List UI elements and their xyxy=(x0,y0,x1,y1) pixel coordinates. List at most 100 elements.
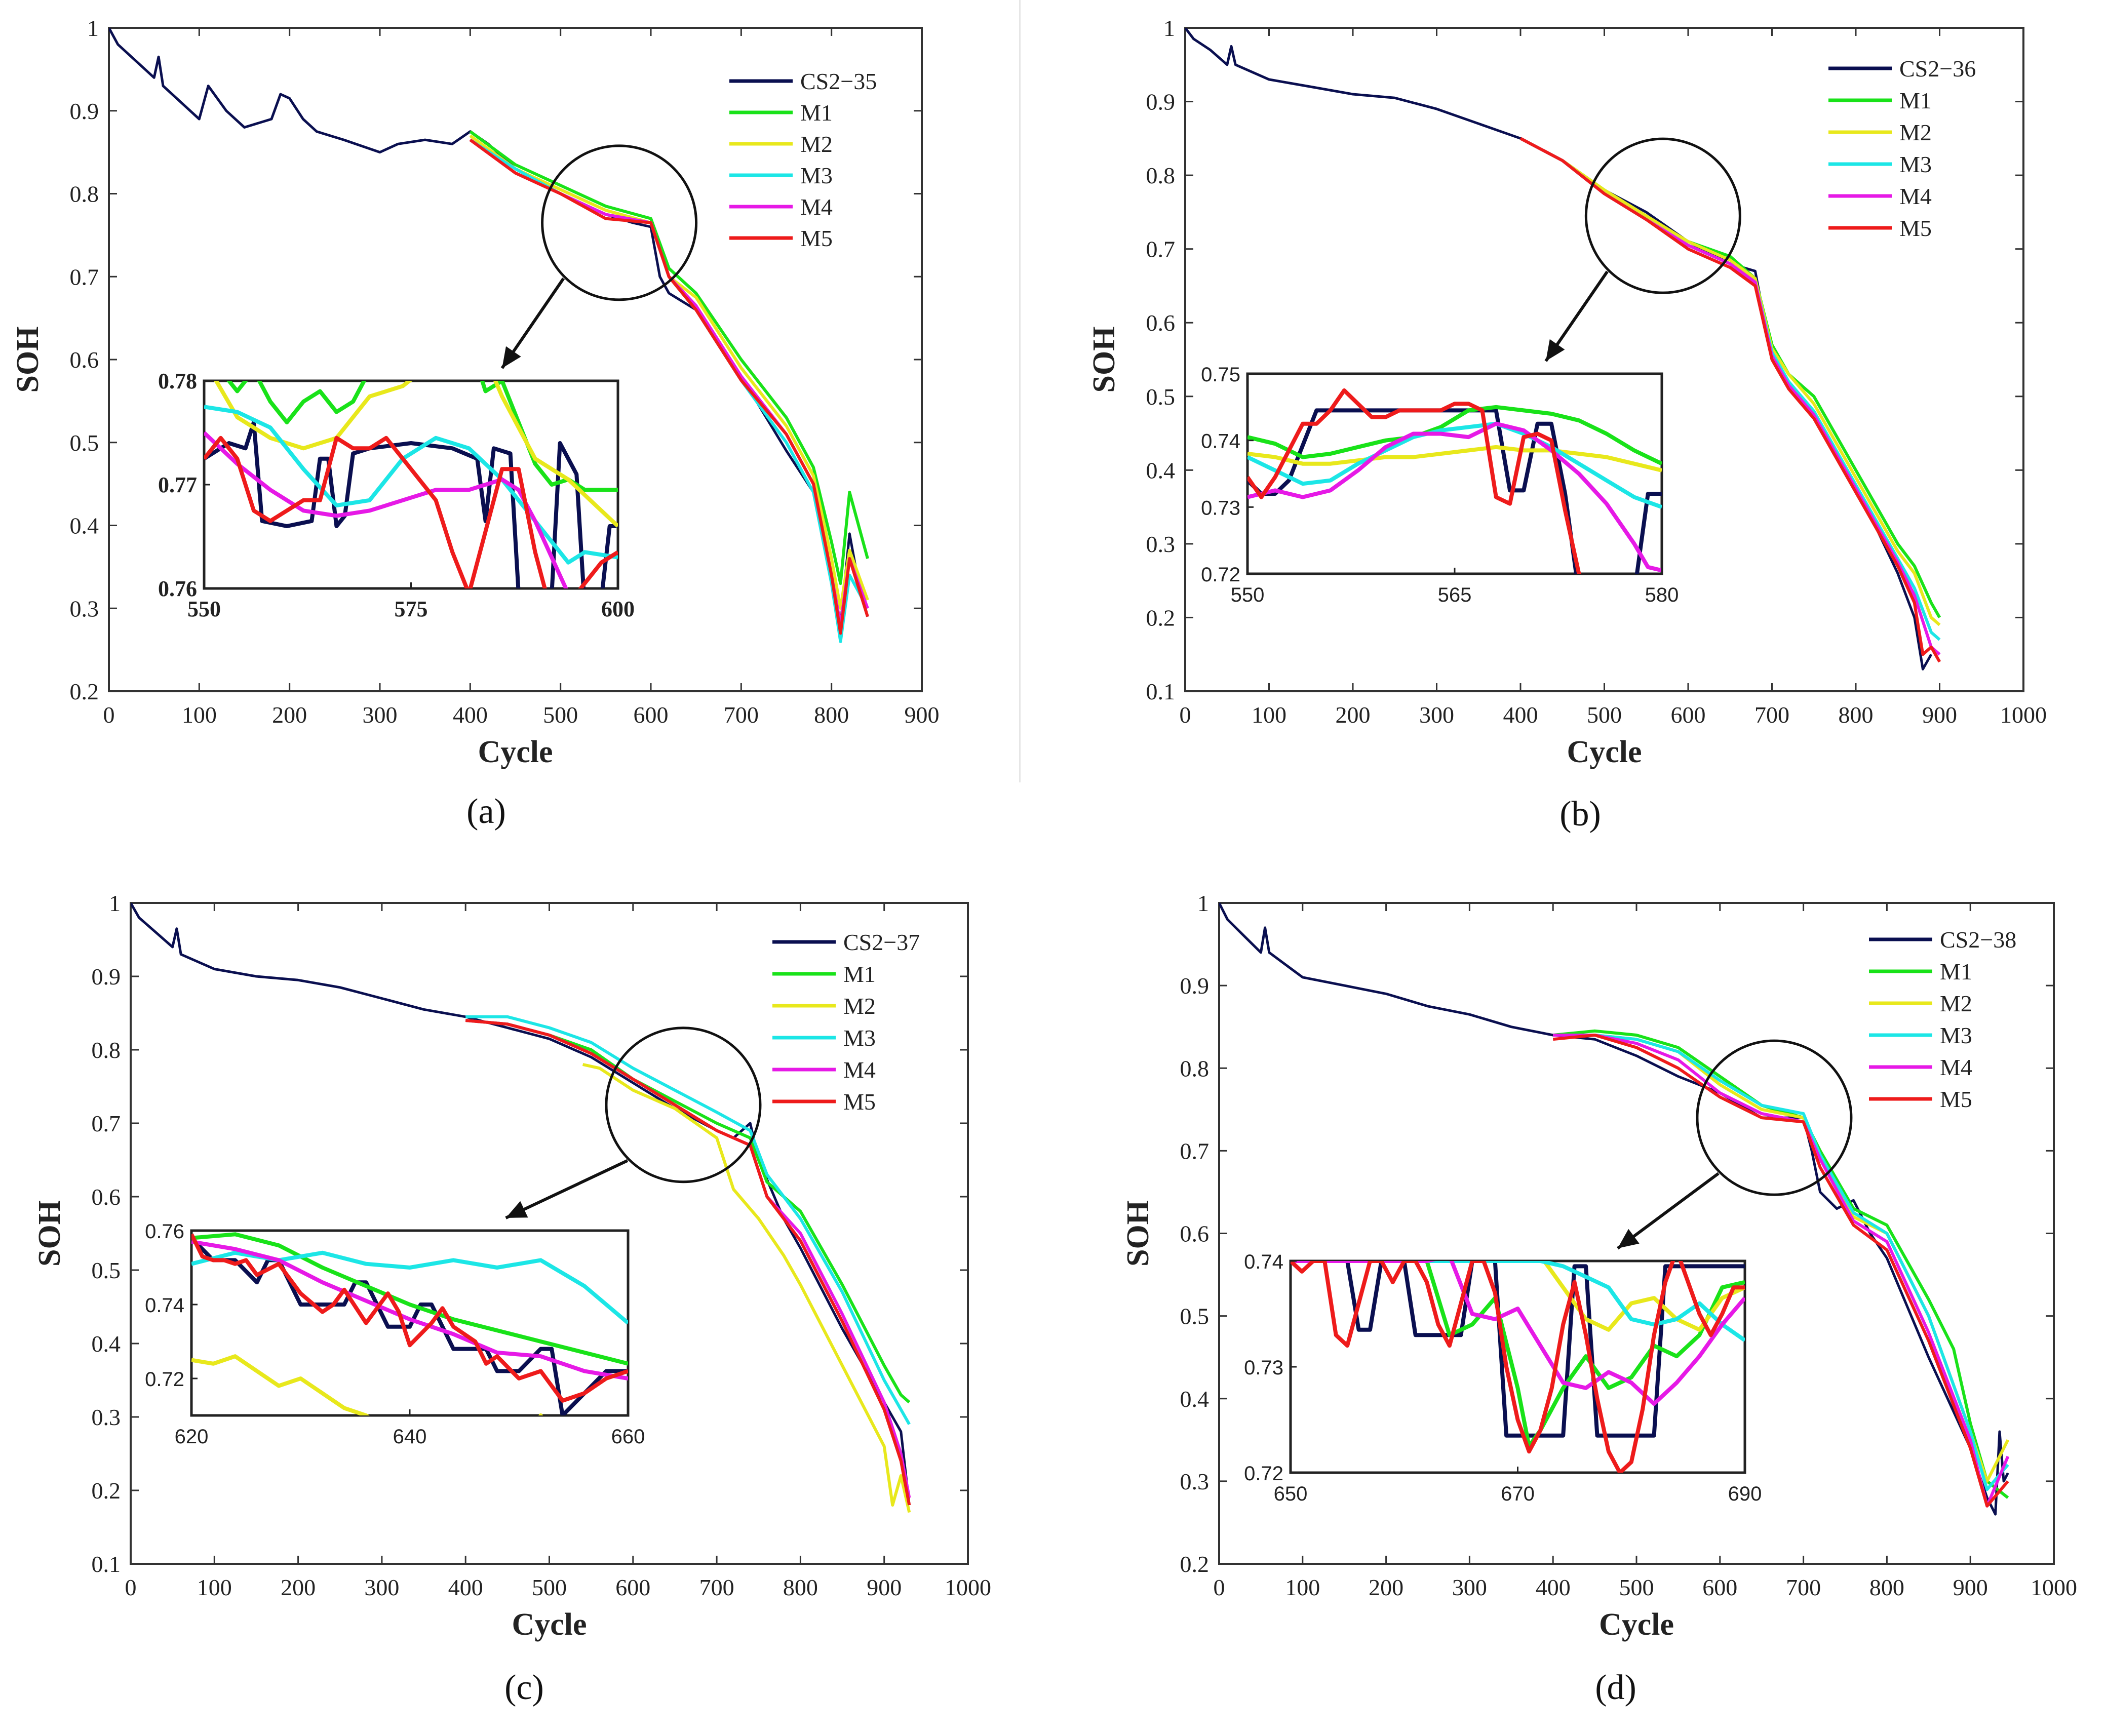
y-tick-label: 0.9 xyxy=(70,98,99,124)
x-tick-label: 1000 xyxy=(945,1574,991,1600)
x-tick-label: 100 xyxy=(182,702,217,728)
inset-x-tick-label: 550 xyxy=(1231,584,1265,606)
x-tick-label: 500 xyxy=(1587,702,1622,728)
y-tick-label: 0.2 xyxy=(1180,1551,1210,1577)
legend-label: M5 xyxy=(1899,215,1932,241)
zoom-arrow xyxy=(505,1159,629,1219)
inset-y-tick-label: 0.78 xyxy=(158,369,197,393)
chart-panel-d: 0 100 200 300 400 500 600 700 800 900 1000 0.2 0.3 0.… xyxy=(1121,890,2077,1707)
legend-label: M5 xyxy=(843,1089,876,1115)
legend-label: M3 xyxy=(800,163,833,188)
series-group xyxy=(109,28,869,643)
series-line-M1 xyxy=(469,130,869,585)
y-tick-label: 0.7 xyxy=(1180,1138,1210,1164)
inset-y-tick-label: 0.76 xyxy=(158,576,197,601)
x-tick-label: 700 xyxy=(699,1574,734,1600)
inset-x-tick-label: 575 xyxy=(395,597,428,621)
y-axis-label: SOH xyxy=(1121,1200,1155,1267)
legend-label: CS2−36 xyxy=(1899,56,1976,82)
panel-divider xyxy=(1019,0,1021,782)
x-tick-label: 0 xyxy=(103,702,115,728)
inset-line-M2 xyxy=(191,1354,543,1415)
legend-label: M2 xyxy=(800,131,833,157)
inset-series-group xyxy=(191,1232,628,1415)
x-tick-label: 500 xyxy=(1619,1574,1654,1600)
y-tick-label: 1 xyxy=(1163,15,1175,41)
y-tick-label: 0.3 xyxy=(92,1404,121,1430)
chart-panel-b: 0 100 200 300 400 500 600 700 800 900 1000 0.1 0.2 0.… xyxy=(1087,15,2047,834)
zoom-arrow xyxy=(1617,1172,1720,1250)
y-tick-label: 0.4 xyxy=(1180,1386,1210,1412)
inset-y-tick-label: 0.72 xyxy=(1244,1463,1283,1485)
x-tick-label: 1000 xyxy=(2031,1574,2077,1600)
inset-x-tick-label: 660 xyxy=(611,1426,645,1448)
y-tick-label: 1 xyxy=(109,890,121,916)
inset-box xyxy=(1289,1259,1746,1474)
y-tick-label: 0.7 xyxy=(1146,236,1176,262)
y-tick-label: 0.8 xyxy=(1180,1055,1210,1081)
legend-label: M5 xyxy=(1940,1086,1972,1112)
inset-line-M3 xyxy=(1291,1261,1745,1342)
legend-label: M1 xyxy=(843,961,876,987)
x-tick-label: 800 xyxy=(1869,1574,1904,1600)
x-tick-label: 300 xyxy=(1419,702,1454,728)
legend-label: M2 xyxy=(843,993,876,1019)
x-tick-label: 500 xyxy=(543,702,578,728)
y-tick-label: 0.1 xyxy=(1146,679,1176,704)
x-tick-label: 300 xyxy=(363,702,398,728)
inset-line-M3 xyxy=(204,405,618,565)
y-tick-label: 0.5 xyxy=(1180,1304,1210,1329)
x-tick-label: 100 xyxy=(1252,702,1286,728)
inset-line-CS2−35 xyxy=(204,420,618,588)
x-tick-label: 700 xyxy=(1786,1574,1821,1600)
series-line-M2 xyxy=(469,134,869,610)
x-tick-label: 100 xyxy=(1285,1574,1320,1600)
inset-series-group xyxy=(1247,388,1662,574)
x-tick-label: 600 xyxy=(1702,1574,1737,1600)
inset-line-M2 xyxy=(1247,445,1662,472)
inset-line-CS2−36 xyxy=(1247,408,1662,574)
x-tick-label: 800 xyxy=(814,702,849,728)
inset-line-M5 xyxy=(191,1233,628,1403)
inset-line-M1 xyxy=(191,1232,628,1366)
inset-y-tick-label: 0.75 xyxy=(1201,364,1240,386)
inset-y-tick-label: 0.74 xyxy=(1201,430,1240,453)
x-tick-label: 400 xyxy=(448,1574,483,1600)
inset-x-tick-label: 550 xyxy=(187,597,221,621)
inset-x-tick-label: 620 xyxy=(175,1426,209,1448)
x-tick-label: 900 xyxy=(867,1574,902,1600)
x-tick-label: 600 xyxy=(615,1574,650,1600)
inset-y-tick-label: 0.74 xyxy=(1244,1251,1283,1273)
legend-label: CS2−37 xyxy=(843,929,920,955)
inset-line-M5 xyxy=(1247,388,1582,574)
y-tick-label: 0.4 xyxy=(70,513,99,539)
y-tick-label: 0.1 xyxy=(92,1551,121,1577)
x-tick-label: 0 xyxy=(1214,1574,1225,1600)
legend-label: M4 xyxy=(800,194,833,220)
inset-x-tick-label: 600 xyxy=(601,597,635,621)
y-tick-label: 1 xyxy=(87,15,99,41)
x-tick-label: 900 xyxy=(905,702,940,728)
x-tick-label: 600 xyxy=(1671,702,1706,728)
inset-line-M4 xyxy=(1247,421,1662,573)
y-tick-label: 0.4 xyxy=(92,1331,121,1357)
legend-label: M2 xyxy=(1940,991,1972,1016)
inset-line-M5 xyxy=(204,436,618,588)
y-tick-label: 0.6 xyxy=(70,347,99,373)
x-tick-label: 400 xyxy=(1536,1574,1571,1600)
inset-x-tick-label: 640 xyxy=(393,1426,427,1448)
inset-line-M1 xyxy=(226,381,618,492)
y-axis-label: SOH xyxy=(32,1200,67,1267)
series-line-M5 xyxy=(465,1019,911,1506)
legend-label: M3 xyxy=(1899,151,1932,177)
series-group xyxy=(131,903,911,1513)
legend-label: M4 xyxy=(843,1057,876,1083)
zoom-circle xyxy=(1696,1039,1853,1196)
x-tick-label: 500 xyxy=(532,1574,567,1600)
inset-series-group xyxy=(1291,1261,1745,1473)
series-line-M2 xyxy=(582,1063,911,1513)
y-tick-label: 0.9 xyxy=(1180,973,1210,999)
inset-x-tick-label: 580 xyxy=(1645,584,1679,606)
series-line-CS2−35 xyxy=(109,28,869,626)
legend-label: M1 xyxy=(1940,959,1972,984)
